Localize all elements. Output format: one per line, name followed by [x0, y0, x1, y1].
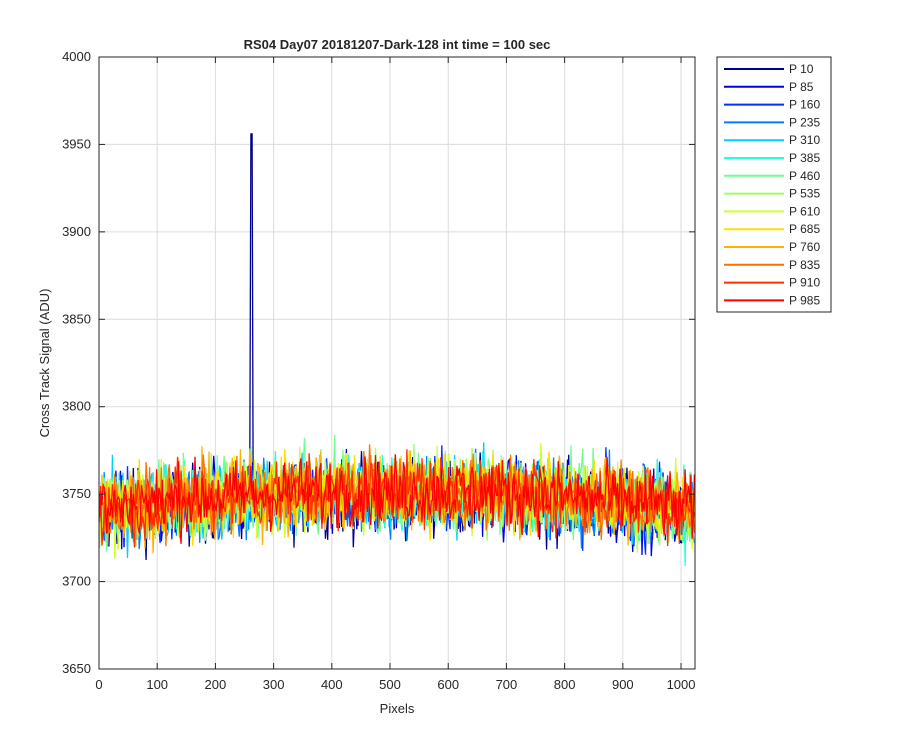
- legend-label: P 910: [789, 276, 820, 290]
- y-tick-label: 3950: [62, 136, 91, 151]
- x-tick-label: 400: [321, 677, 343, 692]
- y-tick-label: 3800: [62, 399, 91, 414]
- x-tick-label: 600: [437, 677, 459, 692]
- y-tick-label: 4000: [62, 49, 91, 64]
- legend-label: P 85: [789, 80, 814, 94]
- y-axis-label: Cross Track Signal (ADU): [37, 289, 52, 438]
- legend-label: P 760: [789, 240, 820, 254]
- y-tick-label: 3900: [62, 224, 91, 239]
- y-tick-label: 3650: [62, 661, 91, 676]
- legend-label: P 385: [789, 151, 820, 165]
- legend-label: P 610: [789, 204, 820, 218]
- x-tick-label: 800: [554, 677, 576, 692]
- x-tick-label: 1000: [667, 677, 696, 692]
- x-tick-label: 700: [496, 677, 518, 692]
- legend-label: P 985: [789, 293, 820, 307]
- plot-area: 0 100 200 300 400 500 600 700 800 900 1000 3650 3700…: [62, 49, 696, 692]
- legend-label: P 235: [789, 115, 820, 129]
- legend-label: P 835: [789, 258, 820, 272]
- series-line-p-985: [98, 454, 696, 544]
- x-tick-label: 900: [612, 677, 634, 692]
- chart-title: RS04 Day07 20181207-Dark-128 int time = …: [244, 37, 551, 52]
- x-tick-label: 300: [263, 677, 285, 692]
- x-tick-label: 500: [379, 677, 401, 692]
- legend-label: P 10: [789, 62, 814, 76]
- x-tick-label: 100: [146, 677, 168, 692]
- series-lines: [98, 133, 696, 566]
- axes-box: [98, 56, 696, 670]
- y-tick-label: 3850: [62, 311, 91, 326]
- series-line-p-910: [98, 449, 696, 548]
- legend-label: P 160: [789, 98, 820, 112]
- legend-box: [716, 56, 832, 313]
- legend: P 10 P 85 P 160 P 235 P 310 P 385 P 460 P 535 P …: [716, 56, 832, 313]
- x-tick-label: 0: [95, 677, 102, 692]
- legend-label: P 535: [789, 187, 820, 201]
- axes-background: [99, 57, 695, 669]
- legend-label: P 460: [789, 169, 820, 183]
- legend-label: P 685: [789, 222, 820, 236]
- y-tick-label: 3750: [62, 486, 91, 501]
- x-axis-label: Pixels: [380, 701, 415, 716]
- legend-label: P 310: [789, 133, 820, 147]
- ticks: 0 100 200 300 400 500 600 700 800 900 1000 3650 3700…: [62, 49, 695, 692]
- x-tick-label: 200: [205, 677, 227, 692]
- legend-items: P 10 P 85 P 160 P 235 P 310 P 385 P 460 P 535 P …: [724, 62, 820, 307]
- y-tick-label: 3700: [62, 574, 91, 589]
